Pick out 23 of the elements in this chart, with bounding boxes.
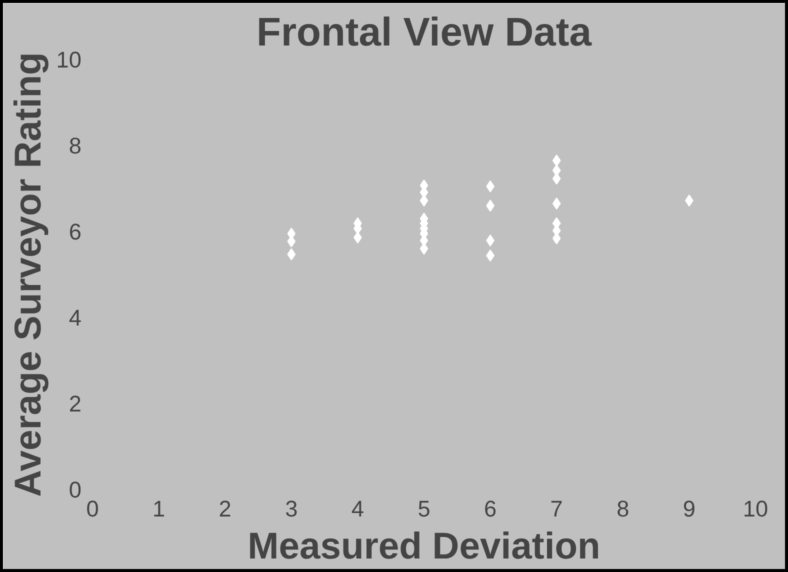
- point: [287, 248, 296, 260]
- y-tick-label: 4: [68, 304, 82, 330]
- x-tick-label: 8: [616, 496, 630, 522]
- y-tick-label: 6: [68, 218, 82, 244]
- y-tick-label: 0: [68, 476, 82, 502]
- point: [552, 198, 561, 210]
- x-tick-label: 1: [152, 496, 166, 522]
- chart-title: Frontal View Data: [256, 10, 592, 54]
- y-axis-title: Average Surveyor Rating: [6, 52, 48, 497]
- x-tick-label: 6: [484, 496, 497, 522]
- x-tick-label: 3: [285, 496, 298, 522]
- x-tick-label: 2: [218, 496, 232, 522]
- y-tick-label: 10: [56, 46, 82, 72]
- x-axis-title: Measured Deviation: [248, 524, 600, 566]
- x-tick-label: 10: [742, 496, 768, 522]
- x-tick-label: 7: [550, 496, 563, 522]
- point: [552, 154, 561, 167]
- x-tick-label: 4: [351, 496, 364, 522]
- y-tick-label: 8: [68, 132, 82, 158]
- x-tick-label: 5: [418, 496, 430, 522]
- y-tick-label: 2: [68, 390, 82, 416]
- x-tick-label: 0: [86, 496, 99, 522]
- x-tick-label: 9: [682, 496, 696, 522]
